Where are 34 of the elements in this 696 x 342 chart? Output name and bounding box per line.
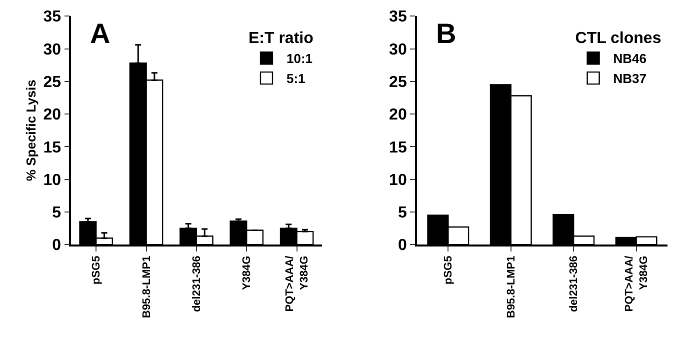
y-tick-label: 30 xyxy=(43,41,62,58)
y-tick-label: 0 xyxy=(52,237,62,254)
legend-title: E:T ratio xyxy=(248,30,314,48)
x-tick-label: pSG5 xyxy=(90,256,103,285)
y-tick-label: 10 xyxy=(389,172,407,189)
legend-label: NB37 xyxy=(613,71,647,86)
y-tick-label: 5 xyxy=(398,204,407,222)
x-tick-label: PQT>AAA/ Y384G xyxy=(284,256,311,312)
legend-label: 10:1 xyxy=(286,51,313,66)
y-tick-label: 25 xyxy=(43,74,62,92)
x-tick-label: PQT>AAA/ Y384G xyxy=(624,256,650,312)
x-tick-label: B95.8-LMP1 xyxy=(140,256,153,318)
legend-label: 5:1 xyxy=(286,71,306,86)
y-tick-label: 15 xyxy=(389,139,407,156)
y-tick-label: 15 xyxy=(43,139,62,156)
y-tick-label: 35 xyxy=(43,8,62,26)
y-tick-label: 30 xyxy=(389,41,407,58)
legend-title: CTL clones xyxy=(575,30,662,48)
x-tick-label: B95.8-LMP1 xyxy=(505,256,518,318)
y-tick-label: 5 xyxy=(52,204,62,222)
annotation: A xyxy=(90,18,110,49)
y-tick-label: 10 xyxy=(43,172,62,189)
y-tick-label: 0 xyxy=(398,237,407,254)
x-tick-label: pSG5 xyxy=(442,256,455,285)
x-tick-label: del231-386 xyxy=(568,256,580,312)
y-tick-label: 20 xyxy=(389,106,407,124)
annotation: B xyxy=(436,18,456,49)
x-tick-label: del231-386 xyxy=(191,256,204,312)
y-tick-label: 35 xyxy=(389,8,407,26)
y-tick-label: 25 xyxy=(389,74,407,92)
y-tick-label: 20 xyxy=(43,106,62,124)
x-tick-label: Y384G xyxy=(241,256,254,290)
y-axis-title: % Specific Lysis xyxy=(24,80,39,182)
legend-label: NB46 xyxy=(613,51,647,66)
